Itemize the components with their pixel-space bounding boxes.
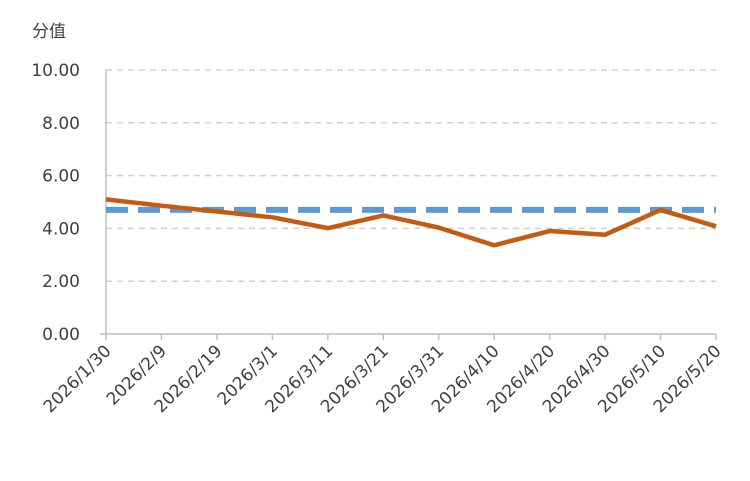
y-tick-label: 10.00 <box>31 61 80 81</box>
x-tick-labels: 2026/1/302026/2/92026/2/192026/3/12026/3… <box>40 341 726 417</box>
series-group <box>105 197 717 248</box>
y-tick-label: 6.00 <box>42 167 80 187</box>
y-tick-label: 0.00 <box>42 325 80 345</box>
y-tick-label: 2.00 <box>42 272 80 292</box>
y-tick-labels: 0.00 2.00 4.00 6.00 8.00 10.00 <box>31 61 80 345</box>
y-tick-label: 8.00 <box>42 114 80 134</box>
x-tick-label: 2026/1/30 <box>40 341 116 417</box>
axes <box>100 70 717 340</box>
y-tick-label: 4.00 <box>42 219 80 239</box>
y-axis-label: 分值 <box>32 22 66 42</box>
grid-lines <box>106 69 716 282</box>
series-line-1 <box>105 197 717 248</box>
